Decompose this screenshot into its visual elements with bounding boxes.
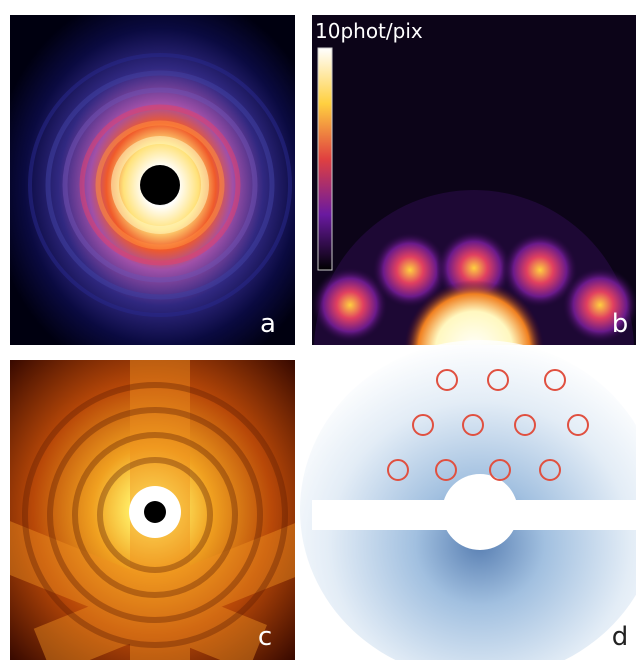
panel-label: b — [612, 309, 629, 339]
panel-d: d — [300, 340, 636, 660]
colorbar-label: 10phot/pix — [315, 19, 423, 43]
panel-a: a — [10, 15, 295, 345]
panel-c: c — [10, 360, 295, 660]
colorbar — [317, 47, 333, 271]
panel-b: 10phot/pix b — [312, 15, 636, 345]
panel-label: c — [258, 622, 272, 652]
panel-label: a — [260, 309, 276, 339]
panel-label: d — [612, 622, 629, 652]
